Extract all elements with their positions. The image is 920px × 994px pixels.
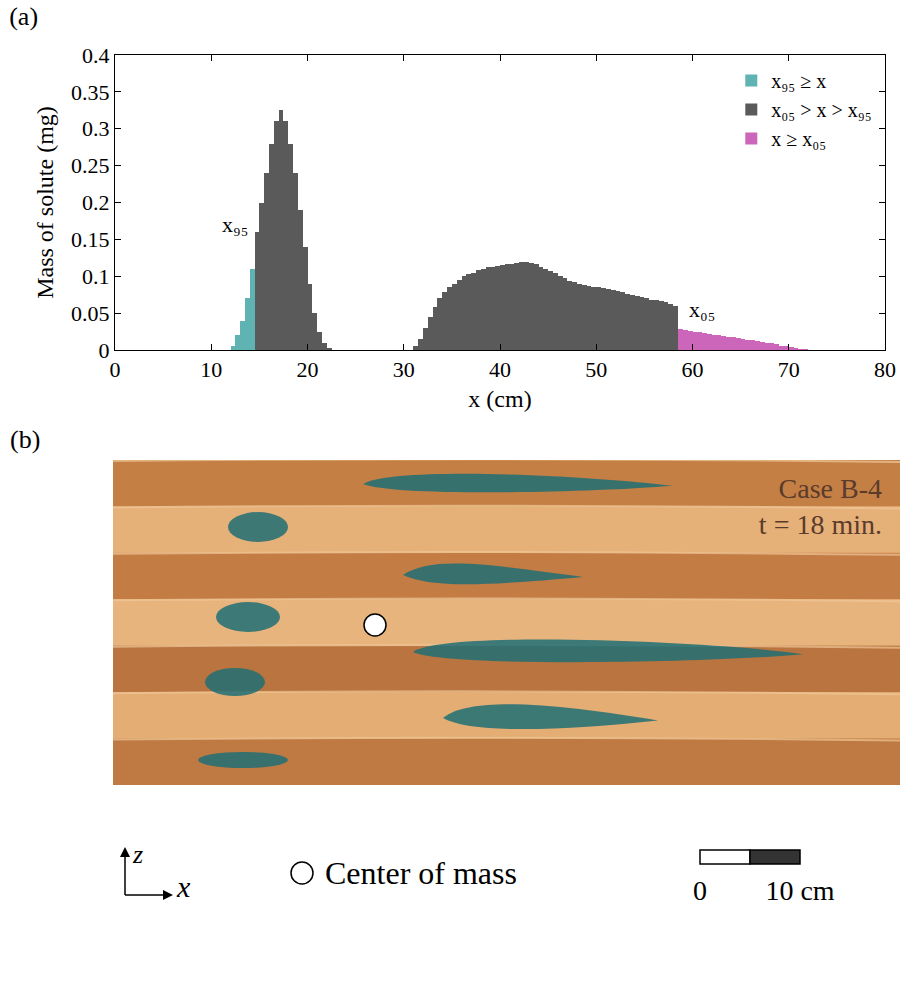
svg-text:0.4: 0.4 bbox=[82, 43, 110, 68]
svg-text:0.05: 0.05 bbox=[71, 301, 110, 326]
svg-text:Mass of solute (mg): Mass of solute (mg) bbox=[32, 106, 58, 299]
svg-text:0: 0 bbox=[110, 357, 121, 382]
svg-text:0.35: 0.35 bbox=[71, 80, 110, 105]
svg-text:(a): (a) bbox=[9, 2, 38, 31]
svg-text:0.1: 0.1 bbox=[82, 264, 110, 289]
svg-text:0.15: 0.15 bbox=[71, 227, 110, 252]
svg-text:10 cm: 10 cm bbox=[765, 875, 834, 906]
svg-text:40: 40 bbox=[489, 357, 511, 382]
svg-text:Case B-4: Case B-4 bbox=[779, 473, 882, 504]
svg-text:0.25: 0.25 bbox=[71, 153, 110, 178]
svg-text:70: 70 bbox=[778, 357, 800, 382]
svg-text:x₀₅ > x > x₉₅: x₀₅ > x > x₉₅ bbox=[771, 99, 871, 121]
svg-text:0.3: 0.3 bbox=[82, 116, 110, 141]
svg-text:(b): (b) bbox=[10, 425, 40, 454]
svg-text:30: 30 bbox=[393, 357, 415, 382]
svg-text:0: 0 bbox=[99, 338, 110, 363]
svg-text:10: 10 bbox=[200, 357, 222, 382]
svg-text:80: 80 bbox=[874, 357, 896, 382]
svg-text:x ≥ x₀₅: x ≥ x₀₅ bbox=[771, 128, 826, 150]
svg-text:x (cm): x (cm) bbox=[468, 386, 531, 412]
svg-text:0.2: 0.2 bbox=[82, 190, 110, 215]
svg-text:0: 0 bbox=[693, 875, 707, 906]
svg-text:x₉₅ ≥ x: x₉₅ ≥ x bbox=[771, 70, 826, 92]
svg-text:t = 18 min.: t = 18 min. bbox=[759, 509, 882, 540]
svg-text:Center of mass: Center of mass bbox=[325, 855, 517, 891]
svg-text:x₉₅: x₉₅ bbox=[222, 212, 248, 237]
svg-text:x₀₅: x₀₅ bbox=[689, 297, 715, 322]
svg-text:60: 60 bbox=[682, 357, 704, 382]
svg-text:20: 20 bbox=[297, 357, 319, 382]
svg-text:z: z bbox=[132, 840, 143, 869]
svg-text:x: x bbox=[176, 870, 191, 903]
svg-text:50: 50 bbox=[585, 357, 607, 382]
